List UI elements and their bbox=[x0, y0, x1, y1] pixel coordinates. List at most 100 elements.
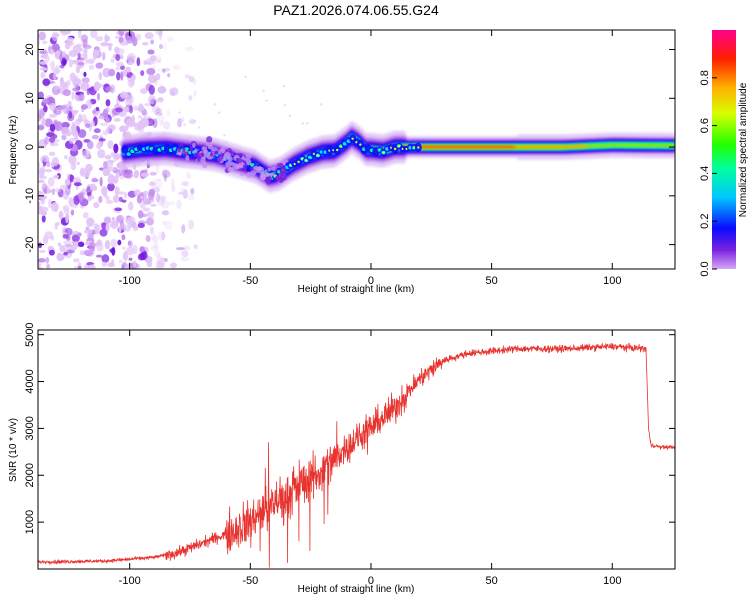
noise-blob bbox=[182, 189, 188, 200]
noise-blob bbox=[52, 156, 59, 167]
noise-blob bbox=[162, 120, 171, 130]
noise-blob bbox=[133, 105, 140, 111]
noise-blob bbox=[40, 195, 45, 205]
noise-blob bbox=[91, 178, 99, 183]
noise-blob bbox=[38, 114, 42, 122]
noise-blob bbox=[169, 87, 179, 96]
noise-blob bbox=[68, 58, 73, 68]
snr-ytick-label: 1000 bbox=[24, 510, 36, 534]
noise-blob bbox=[123, 191, 128, 199]
noise-blob bbox=[41, 215, 46, 223]
noise-blob bbox=[105, 117, 110, 124]
ridge-speckle bbox=[240, 172, 244, 176]
noise-blob bbox=[40, 54, 46, 59]
noise-blob bbox=[186, 171, 192, 179]
figure-title: PAZ1.2026.074.06.55.G24 bbox=[273, 2, 439, 18]
noise-blob bbox=[115, 48, 125, 55]
noise-blob bbox=[63, 89, 71, 97]
noise-blob bbox=[127, 61, 134, 65]
spectrogram-ytick-label: 0 bbox=[24, 144, 36, 150]
noise-blob bbox=[115, 107, 123, 113]
noise-blob bbox=[102, 166, 110, 177]
noise-blob bbox=[68, 138, 74, 144]
noise-blob bbox=[102, 51, 106, 61]
noise-blob bbox=[62, 234, 69, 239]
noise-blob bbox=[152, 235, 159, 244]
noise-blob bbox=[96, 242, 104, 252]
snr-ytick-label: 5000 bbox=[24, 322, 36, 346]
ridge-speckle bbox=[245, 158, 252, 166]
noise-blob bbox=[139, 252, 148, 261]
noise-blob bbox=[133, 169, 140, 179]
noise-blob bbox=[73, 77, 82, 86]
ridge-speckle bbox=[253, 165, 259, 171]
noise-blob bbox=[73, 241, 79, 248]
noise-blob bbox=[156, 253, 161, 260]
noise-blob bbox=[104, 33, 108, 44]
noise-blob bbox=[155, 262, 165, 269]
noise-blob bbox=[50, 235, 55, 241]
noise-blob bbox=[59, 53, 63, 62]
noise-blob bbox=[79, 250, 86, 256]
noise-blob bbox=[70, 209, 75, 216]
noise-blob bbox=[85, 163, 93, 172]
noise-blob bbox=[64, 154, 68, 160]
noise-blob bbox=[87, 264, 96, 269]
noise-blob bbox=[213, 103, 217, 106]
noise-blob bbox=[48, 249, 55, 256]
noise-blob bbox=[141, 213, 148, 218]
noise-blob bbox=[124, 98, 133, 107]
noise-blob bbox=[41, 117, 46, 127]
noise-blob bbox=[64, 209, 70, 215]
noise-blob bbox=[110, 58, 115, 63]
spectrogram-ytick-label: -20 bbox=[24, 237, 36, 253]
ridge-bead bbox=[339, 145, 343, 148]
noise-blob bbox=[137, 222, 145, 228]
ridge-speckle bbox=[242, 167, 247, 172]
noise-blob bbox=[52, 134, 58, 139]
noise-blob bbox=[70, 109, 79, 114]
ridge-bead bbox=[250, 163, 255, 167]
noise-blob bbox=[90, 120, 95, 127]
noise-blob bbox=[87, 58, 95, 64]
noise-blob bbox=[121, 223, 127, 230]
noise-blob bbox=[110, 238, 117, 249]
noise-blob bbox=[171, 184, 176, 193]
ridge-speckle bbox=[206, 136, 213, 143]
noise-blob bbox=[104, 239, 111, 250]
noise-blob bbox=[111, 221, 119, 226]
ridge-speckle bbox=[213, 150, 219, 155]
noise-blob bbox=[71, 91, 75, 101]
noise-blob bbox=[283, 104, 287, 107]
noise-blob bbox=[156, 197, 165, 207]
spectrogram-xtick-label: -100 bbox=[119, 275, 141, 287]
noise-blob bbox=[38, 258, 46, 263]
noise-blob bbox=[160, 119, 164, 126]
noise-blob bbox=[103, 160, 108, 169]
ridge-speckle bbox=[275, 167, 279, 172]
noise-blob bbox=[54, 205, 58, 213]
colorbar-ticks: 0.0 0.2 0.4 0.6 0.8 bbox=[699, 70, 717, 277]
ridge-speckle bbox=[209, 152, 214, 157]
noise-blob bbox=[161, 169, 171, 178]
noise-blob bbox=[163, 42, 167, 51]
ridge-speckle bbox=[216, 157, 222, 163]
noise-blob bbox=[155, 30, 164, 36]
noise-blob bbox=[175, 247, 185, 251]
spectrogram-ylabel: Frequency (Hz) bbox=[8, 116, 19, 185]
noise-blob bbox=[73, 195, 80, 206]
noise-blob bbox=[82, 212, 89, 219]
noise-blob bbox=[107, 262, 115, 268]
noise-blob bbox=[80, 52, 85, 63]
ridge-speckle bbox=[283, 173, 287, 181]
ridge-speckle bbox=[220, 146, 226, 154]
ridge-speckle bbox=[267, 167, 272, 172]
noise-blob bbox=[156, 67, 165, 73]
noise-blob bbox=[95, 62, 104, 69]
noise-blob bbox=[184, 74, 191, 79]
noise-blob bbox=[140, 107, 146, 114]
ridge-speckle bbox=[182, 146, 186, 153]
noise-blob bbox=[50, 60, 55, 71]
noise-blob bbox=[192, 78, 197, 86]
noise-blob bbox=[71, 121, 80, 127]
